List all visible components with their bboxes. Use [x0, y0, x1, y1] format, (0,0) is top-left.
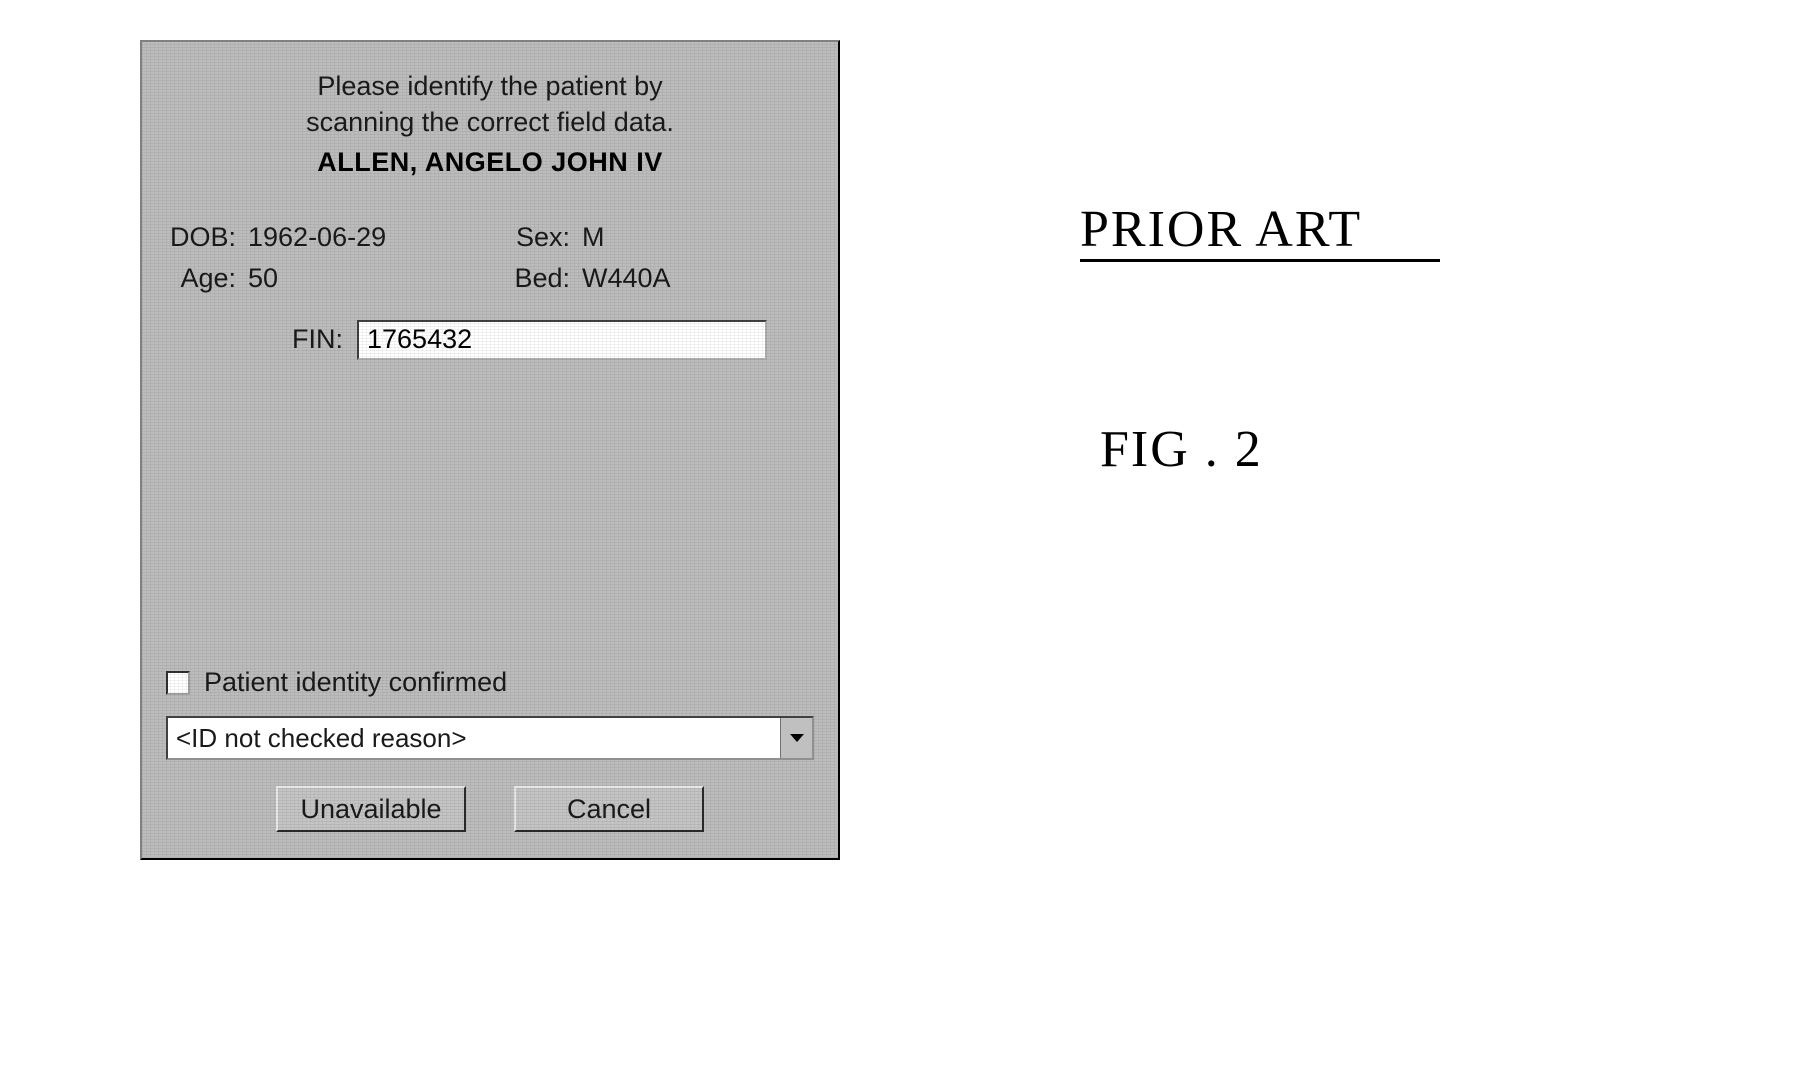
age-label: Age: [166, 263, 236, 294]
sex-field: Sex: M [500, 222, 814, 253]
dob-label: DOB: [166, 222, 236, 253]
bed-value: W440A [582, 263, 671, 294]
sex-label: Sex: [500, 222, 570, 253]
instruction-text: Please identify the patient by scanning … [166, 68, 814, 141]
cancel-button[interactable]: Cancel [514, 786, 704, 832]
instruction-line-1: Please identify the patient by [317, 71, 662, 101]
annotation-underline [1080, 259, 1440, 262]
annotation-figure: FIG . 2 [1100, 420, 1263, 479]
dob-value: 1962-06-29 [248, 222, 386, 253]
fin-label: FIN: [292, 324, 343, 355]
button-row: Unavailable Cancel [166, 786, 814, 832]
patient-info-grid: DOB: 1962-06-29 Sex: M Age: 50 Bed: W440… [166, 222, 814, 294]
instruction-line-2: scanning the correct field data. [306, 107, 674, 137]
age-field: Age: 50 [166, 263, 480, 294]
patient-name: ALLEN, ANGELO JOHN IV [166, 147, 814, 178]
sex-value: M [582, 222, 605, 253]
fin-input[interactable] [357, 320, 767, 360]
identity-confirmed-checkbox[interactable] [166, 671, 190, 695]
identity-confirmed-row[interactable]: Patient identity confirmed [166, 667, 814, 698]
annotation-prior-art-text: PRIOR ART [1080, 201, 1362, 258]
spacer [166, 360, 814, 667]
chevron-down-icon[interactable] [780, 718, 812, 758]
bed-label: Bed: [500, 263, 570, 294]
patient-identify-dialog: Please identify the patient by scanning … [140, 40, 840, 860]
bed-field: Bed: W440A [500, 263, 814, 294]
age-value: 50 [248, 263, 278, 294]
reason-dropdown-value: <ID not checked reason> [176, 723, 467, 754]
unavailable-button[interactable]: Unavailable [276, 786, 466, 832]
annotation-prior-art: PRIOR ART [1080, 200, 1440, 262]
dob-field: DOB: 1962-06-29 [166, 222, 480, 253]
identity-confirmed-label: Patient identity confirmed [204, 667, 507, 698]
reason-dropdown[interactable]: <ID not checked reason> [166, 716, 814, 760]
fin-row: FIN: [166, 320, 814, 360]
